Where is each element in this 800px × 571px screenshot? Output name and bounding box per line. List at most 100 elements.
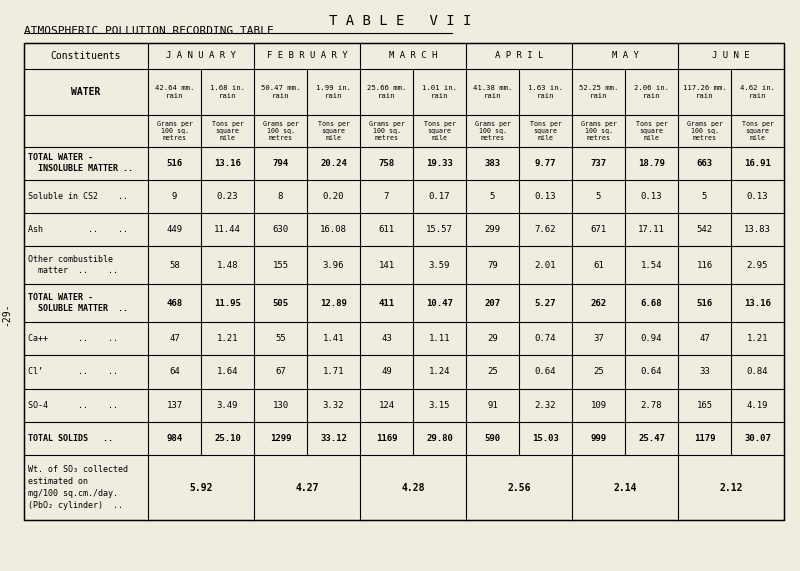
Text: 1.48: 1.48 (217, 260, 238, 270)
Text: Tons per
square
mile: Tons per square mile (318, 121, 350, 141)
Text: 516: 516 (697, 299, 713, 308)
Text: 64: 64 (169, 368, 180, 376)
Text: 109: 109 (590, 401, 606, 409)
Text: 49: 49 (381, 368, 392, 376)
Text: 25: 25 (593, 368, 604, 376)
Text: 25.10: 25.10 (214, 434, 241, 443)
Text: M A R C H: M A R C H (389, 51, 438, 60)
Text: 411: 411 (378, 299, 394, 308)
Text: 20.24: 20.24 (320, 159, 347, 168)
Text: 141: 141 (378, 260, 394, 270)
Text: J A N U A R Y: J A N U A R Y (166, 51, 236, 60)
Text: 0.23: 0.23 (217, 192, 238, 201)
Text: 1.71: 1.71 (322, 368, 344, 376)
Text: 2.78: 2.78 (641, 401, 662, 409)
Text: 0.64: 0.64 (641, 368, 662, 376)
Text: 505: 505 (273, 299, 289, 308)
Text: Tons per
square
mile: Tons per square mile (530, 121, 562, 141)
Text: 10.47: 10.47 (426, 299, 453, 308)
Text: 2.56: 2.56 (507, 482, 530, 493)
Text: Cl’       ..    ..: Cl’ .. .. (28, 368, 118, 376)
Text: 262: 262 (590, 299, 606, 308)
Text: 0.94: 0.94 (641, 335, 662, 343)
Text: 1.68 in.
rain: 1.68 in. rain (210, 85, 245, 99)
Text: 1179: 1179 (694, 434, 715, 443)
Text: 130: 130 (273, 401, 289, 409)
Bar (24, 43, 784, 520)
Text: SO‑4      ..    ..: SO‑4 .. .. (28, 401, 118, 409)
Text: T A B L E   V I I: T A B L E V I I (329, 14, 471, 29)
Text: Grams per
100 sq.
metres: Grams per 100 sq. metres (157, 121, 193, 141)
Text: 449: 449 (166, 225, 182, 234)
Text: F E B R U A R Y: F E B R U A R Y (266, 51, 347, 60)
Text: 91: 91 (487, 401, 498, 409)
Text: 0.17: 0.17 (429, 192, 450, 201)
Text: 18.79: 18.79 (638, 159, 665, 168)
Text: TOTAL WATER -
  SOLUBLE MATTER  ..: TOTAL WATER - SOLUBLE MATTER .. (28, 293, 128, 313)
Text: 1.63 in.
rain: 1.63 in. rain (528, 85, 563, 99)
Text: 5: 5 (596, 192, 601, 201)
Text: Grams per
100 sq.
metres: Grams per 100 sq. metres (369, 121, 405, 141)
Text: 2.32: 2.32 (534, 401, 556, 409)
Text: 137: 137 (166, 401, 182, 409)
Text: 0.13: 0.13 (746, 192, 768, 201)
Text: 79: 79 (487, 260, 498, 270)
Text: 5.27: 5.27 (534, 299, 556, 308)
Text: 1.54: 1.54 (641, 260, 662, 270)
Text: 1.41: 1.41 (322, 335, 344, 343)
Text: 468: 468 (166, 299, 182, 308)
Text: 4.19: 4.19 (746, 401, 768, 409)
Text: Ash         ..    ..: Ash .. .. (28, 225, 128, 234)
Text: 3.96: 3.96 (322, 260, 344, 270)
Text: 1169: 1169 (376, 434, 398, 443)
Text: 630: 630 (273, 225, 289, 234)
Text: 12.89: 12.89 (320, 299, 347, 308)
Text: 11.95: 11.95 (214, 299, 241, 308)
Text: WATER: WATER (71, 87, 101, 97)
Text: 25.66 mm.
rain: 25.66 mm. rain (367, 85, 406, 99)
Text: 6.68: 6.68 (641, 299, 662, 308)
Text: ATMOSPHERIC POLLUTION RECORDING TABLE: ATMOSPHERIC POLLUTION RECORDING TABLE (24, 26, 274, 36)
Text: 1.24: 1.24 (429, 368, 450, 376)
Text: 29.80: 29.80 (426, 434, 453, 443)
Text: J U N E: J U N E (712, 51, 750, 60)
Text: 2.01: 2.01 (534, 260, 556, 270)
Text: 737: 737 (590, 159, 606, 168)
Text: 42.64 mm.
rain: 42.64 mm. rain (155, 85, 194, 99)
Text: 7.62: 7.62 (534, 225, 556, 234)
Text: Wt. of SO₃ collected
estimated on
mg/100 sq.cm./day.
(PbO₂ cylinder)  ..: Wt. of SO₃ collected estimated on mg/100… (28, 465, 128, 510)
Text: 590: 590 (485, 434, 501, 443)
Text: 33.12: 33.12 (320, 434, 347, 443)
Text: 0.13: 0.13 (534, 192, 556, 201)
Text: 55: 55 (275, 335, 286, 343)
Text: 758: 758 (378, 159, 394, 168)
Text: 16.08: 16.08 (320, 225, 347, 234)
Text: Grams per
100 sq.
metres: Grams per 100 sq. metres (262, 121, 298, 141)
Text: 37: 37 (593, 335, 604, 343)
Text: 15.57: 15.57 (426, 225, 453, 234)
Text: 2.12: 2.12 (719, 482, 742, 493)
Text: 611: 611 (378, 225, 394, 234)
Text: 3.15: 3.15 (429, 401, 450, 409)
Text: 999: 999 (590, 434, 606, 443)
Text: 5.92: 5.92 (190, 482, 213, 493)
Text: 5: 5 (490, 192, 495, 201)
Text: 1.99 in.
rain: 1.99 in. rain (316, 85, 351, 99)
Text: Soluble in CS2    ..: Soluble in CS2 .. (28, 192, 128, 201)
Text: 1.64: 1.64 (217, 368, 238, 376)
Text: 15.03: 15.03 (532, 434, 559, 443)
Text: 4.28: 4.28 (402, 482, 425, 493)
Text: 19.33: 19.33 (426, 159, 453, 168)
Text: 5: 5 (702, 192, 707, 201)
Text: 16.91: 16.91 (744, 159, 771, 168)
Text: 43: 43 (381, 335, 392, 343)
Text: 155: 155 (273, 260, 289, 270)
Text: 165: 165 (697, 401, 713, 409)
Text: 207: 207 (485, 299, 501, 308)
Text: 13.83: 13.83 (744, 225, 771, 234)
Text: 25: 25 (487, 368, 498, 376)
Text: 61: 61 (593, 260, 604, 270)
Text: 542: 542 (697, 225, 713, 234)
Text: TOTAL SOLIDS   ..: TOTAL SOLIDS .. (28, 434, 113, 443)
Text: 1.11: 1.11 (429, 335, 450, 343)
